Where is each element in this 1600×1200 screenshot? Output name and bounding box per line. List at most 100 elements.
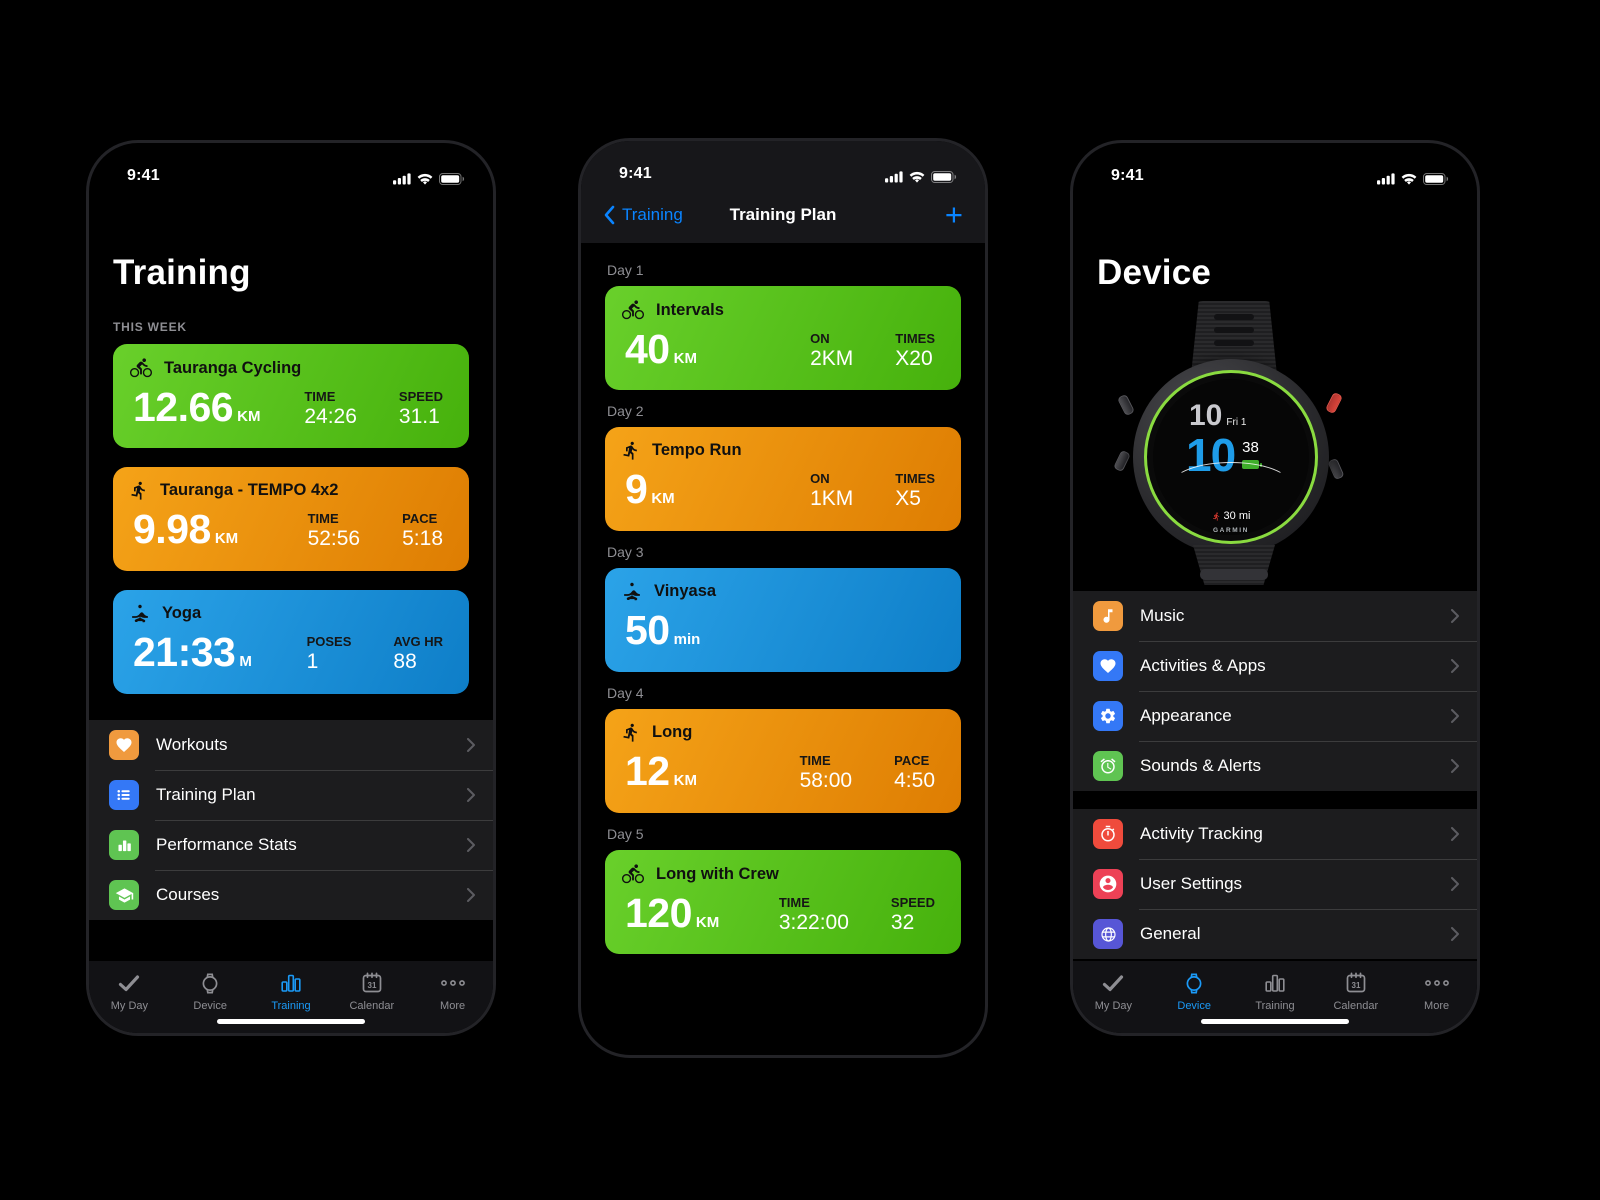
tab-my-day[interactable]: My Day: [1073, 971, 1154, 1033]
card-title: Tauranga - TEMPO 4x2: [160, 481, 339, 499]
chevron-right-icon: [1451, 609, 1459, 623]
menu-item-user-settings[interactable]: User Settings: [1073, 859, 1477, 909]
activity-card-run[interactable]: Tauranga - TEMPO 4x2 9.98 KM TIME 52:56 …: [113, 467, 469, 571]
status-time: 9:41: [127, 167, 160, 184]
card-unit: KM: [673, 350, 697, 367]
watch-icon: [1186, 973, 1202, 994]
plan-card-day1[interactable]: Intervals 40 KM ON 2KM TIMES X20: [605, 286, 961, 390]
card-unit: KM: [695, 914, 720, 931]
tab-my-day[interactable]: My Day: [89, 971, 170, 1033]
menu-label: User Settings: [1140, 874, 1243, 893]
watch-seconds: 38: [1242, 439, 1259, 456]
tab-device[interactable]: Device: [1154, 971, 1235, 1033]
svg-text:31: 31: [367, 981, 376, 990]
plan-card-day5[interactable]: Long with Crew 120 KM TIME 3:22:00 SPEED…: [605, 850, 961, 954]
card-title: Yoga: [162, 604, 202, 622]
card-title: Intervals: [656, 300, 724, 319]
menu-label: Courses: [156, 885, 220, 904]
tab-training[interactable]: Training: [1235, 971, 1316, 1033]
check-icon: [1103, 975, 1124, 992]
watch-icon: [202, 973, 218, 994]
tab-training[interactable]: Training: [251, 971, 332, 1033]
chevron-right-icon: [1451, 659, 1459, 673]
menu-item-music[interactable]: Music: [1073, 591, 1477, 641]
menu-item-activities-apps[interactable]: Activities & Apps: [1073, 641, 1477, 691]
chevron-right-icon: [1451, 709, 1459, 723]
list-icon: [109, 780, 139, 810]
training-menu-list: Workouts Training Plan Performance Stats: [89, 720, 493, 920]
stat-label: TIME: [304, 388, 336, 404]
battery-icon: [439, 173, 465, 185]
menu-item-appearance[interactable]: Appearance: [1073, 691, 1477, 741]
battery-icon: [931, 171, 957, 183]
stat-label: ON: [810, 330, 830, 346]
status-time: 9:41: [1111, 167, 1144, 184]
tab-label: Device: [1177, 1000, 1211, 1012]
card-value: 50: [625, 607, 670, 653]
plus-icon[interactable]: +: [944, 197, 963, 232]
tab-more[interactable]: More: [1396, 971, 1477, 1033]
tab-device[interactable]: Device: [170, 971, 251, 1033]
plan-card-day4[interactable]: Long 12 KM TIME 58:00 PACE 4:50: [605, 709, 961, 813]
alarm-clock-icon: [1093, 751, 1123, 781]
card-value: 9.98: [133, 506, 211, 552]
stopwatch-icon: [1093, 819, 1123, 849]
watch-run-button: [1325, 391, 1343, 415]
card-value: 120: [625, 890, 692, 936]
nav-title: Training Plan: [729, 205, 837, 224]
menu-item-workouts[interactable]: Workouts: [89, 720, 493, 770]
card-unit: min: [673, 631, 701, 648]
bar-chart-icon: [281, 974, 301, 992]
card-title: Tauranga Cycling: [164, 358, 302, 377]
menu-item-courses[interactable]: Courses: [89, 870, 493, 920]
stat-value: 3:22:00: [778, 910, 849, 934]
stat-value: 32: [890, 910, 915, 934]
device-menu-group-2: Activity Tracking User Settings General: [1073, 809, 1477, 959]
chevron-right-icon: [1451, 877, 1459, 891]
status-bar: 9:41: [1073, 143, 1477, 189]
watch-brand: GARMIN: [1213, 527, 1249, 534]
stat-label: SPEED: [890, 894, 935, 910]
plan-card-day3[interactable]: Vinyasa 50 min: [605, 568, 961, 672]
stat-label: TIME: [778, 894, 810, 910]
watch-side-button: [1113, 449, 1131, 473]
chevron-right-icon: [467, 838, 475, 852]
card-unit: M: [239, 653, 252, 670]
home-indicator[interactable]: [217, 1019, 365, 1024]
music-note-icon: [1093, 601, 1123, 631]
stat-label: SPEED: [398, 388, 443, 404]
menu-label: Activity Tracking: [1140, 824, 1263, 843]
card-title: Tempo Run: [652, 441, 742, 459]
menu-item-activity-tracking[interactable]: Activity Tracking: [1073, 809, 1477, 859]
cyclist-icon: [622, 300, 644, 320]
tab-label: Training: [271, 1000, 311, 1012]
menu-label: General: [1140, 924, 1201, 943]
battery-icon: [1423, 173, 1449, 185]
chevron-right-icon: [467, 788, 475, 802]
watch-side-button: [1327, 457, 1345, 481]
menu-item-performance-stats[interactable]: Performance Stats: [89, 820, 493, 870]
menu-item-general[interactable]: General: [1073, 909, 1477, 959]
back-button[interactable]: Training: [603, 205, 683, 225]
plan-card-day2[interactable]: Tempo Run 9 KM ON 1KM TIMES X5: [605, 427, 961, 531]
stat-label: TIME: [799, 752, 831, 768]
bar-chart-icon: [109, 830, 139, 860]
card-unit: KM: [651, 490, 675, 507]
menu-item-sounds-alerts[interactable]: Sounds & Alerts: [1073, 741, 1477, 791]
menu-item-training-plan[interactable]: Training Plan: [89, 770, 493, 820]
stat-value: 24:26: [304, 404, 357, 428]
tab-more[interactable]: More: [412, 971, 493, 1033]
activity-card-cycling[interactable]: Tauranga Cycling 12.66 KM TIME 24:26 SPE…: [113, 344, 469, 448]
status-icons: [1377, 173, 1449, 185]
tab-label: Calendar: [349, 1000, 395, 1012]
tab-calendar[interactable]: 31 Calendar: [1315, 971, 1396, 1033]
bar-chart-icon: [1265, 974, 1285, 992]
card-unit: KM: [673, 772, 697, 789]
card-title: Vinyasa: [654, 582, 717, 600]
stat-label: ON: [810, 470, 830, 486]
tab-calendar[interactable]: 31 Calendar: [331, 971, 412, 1033]
weekly-activity-cards: Tauranga Cycling 12.66 KM TIME 24:26 SPE…: [89, 344, 493, 694]
stat-value: 1KM: [810, 486, 854, 510]
home-indicator[interactable]: [1201, 1019, 1349, 1024]
activity-card-yoga[interactable]: Yoga 21:33 M POSES 1 AVG HR 88: [113, 590, 469, 694]
